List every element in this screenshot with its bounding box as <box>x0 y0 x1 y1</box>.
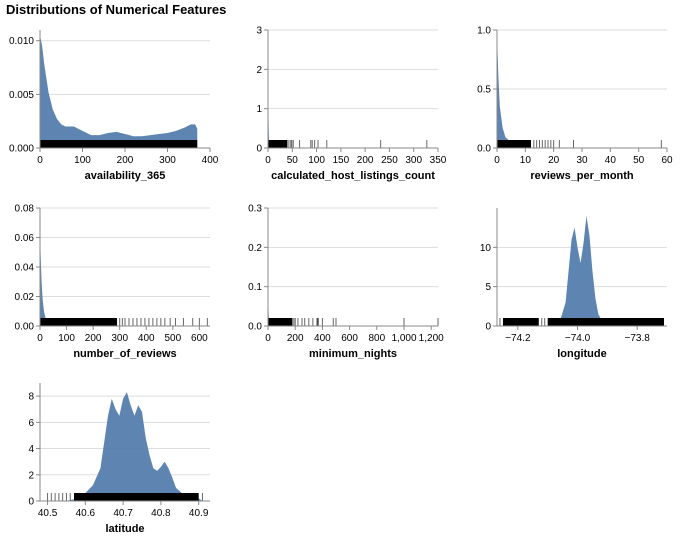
rug-band <box>268 140 288 148</box>
y-tick-label: 0.010 <box>9 36 34 47</box>
y-tick-label: 8 <box>28 392 34 403</box>
chart-panel: 0 2 4 6 8 40.5 40.6 40.7 40.8 40.9 latitude <box>28 383 210 535</box>
x-tick-label: 400 <box>138 333 155 344</box>
y-tick-label: 0.08 <box>15 204 35 215</box>
x-tick-label: 400 <box>202 155 219 166</box>
rug-band <box>497 140 531 148</box>
x-tick-label: 1,000 <box>391 333 416 344</box>
y-tick-label: 2 <box>28 470 34 481</box>
y-tick-label: 0.1 <box>248 282 262 293</box>
x-tick-label: 40.7 <box>113 508 133 519</box>
y-tick-label: 0.02 <box>15 292 35 303</box>
y-tick-label: 0 <box>256 144 262 155</box>
x-tick-label: −73.8 <box>625 333 651 344</box>
y-tick-label: 0.0 <box>477 144 491 155</box>
x-axis-title: longitude <box>557 348 607 360</box>
x-axis-title: reviews_per_month <box>530 170 634 182</box>
x-tick-label: 350 <box>430 155 447 166</box>
y-tick-label: 2 <box>256 65 262 76</box>
y-tick-label: 0.00 <box>15 322 35 333</box>
x-tick-label: −74.0 <box>565 333 591 344</box>
x-tick-label: 0 <box>265 333 271 344</box>
density-area <box>497 35 526 148</box>
y-tick-label: 0.005 <box>9 90 34 101</box>
x-tick-label: 200 <box>287 333 304 344</box>
density-area <box>66 392 203 501</box>
y-tick-label: 0.3 <box>248 204 262 215</box>
x-tick-label: 40.5 <box>38 508 58 519</box>
chart-panel: 0.0 0.5 1.0 0 10 20 30 40 50 60 reviews_per_month <box>477 26 673 183</box>
y-tick-label: 6 <box>28 418 34 429</box>
y-tick-label: 5 <box>485 282 491 293</box>
x-tick-label: 60 <box>661 155 673 166</box>
x-tick-label: 600 <box>191 333 208 344</box>
x-axis-title: number_of_reviews <box>73 348 176 360</box>
x-tick-label: 1,200 <box>419 333 444 344</box>
chart-panel: 0 5 10 −74.2 −74.0 −73.8 longitude <box>480 208 667 360</box>
x-axis-title: latitude <box>105 523 144 535</box>
y-tick-label: 0.2 <box>248 243 262 254</box>
x-axis-title: minimum_nights <box>309 348 397 360</box>
x-tick-label: 200 <box>117 155 134 166</box>
x-tick-label: 300 <box>159 155 176 166</box>
y-tick-label: 0.0 <box>248 322 262 333</box>
x-tick-label: 40.6 <box>76 508 96 519</box>
density-area <box>268 104 271 148</box>
x-tick-label: 500 <box>164 333 181 344</box>
x-tick-label: 400 <box>314 333 331 344</box>
y-tick-label: 0.000 <box>9 144 34 155</box>
y-tick-label: 1.0 <box>477 26 491 37</box>
x-tick-label: 10 <box>520 155 532 166</box>
x-tick-label: 200 <box>85 333 102 344</box>
x-tick-label: 100 <box>74 155 91 166</box>
x-tick-label: 100 <box>58 333 75 344</box>
x-axis-title: availability_365 <box>85 170 166 182</box>
chart-panel: 0 1 2 3 0 50 100 150 200 250 300 350 calculated_host… <box>256 26 446 183</box>
x-tick-label: 40 <box>605 155 617 166</box>
x-tick-label: 200 <box>357 155 374 166</box>
chart-panel: 0.0 0.1 0.2 0.3 0 200 400 600 800 1,000 1,200 minim… <box>248 204 444 361</box>
density-area <box>40 234 56 326</box>
x-tick-label: 50 <box>287 155 299 166</box>
chart-panel: 0.000 0.005 0.010 0 100 200 300 400 availability… <box>9 30 219 182</box>
rug-band <box>547 318 665 326</box>
x-tick-label: 0 <box>37 333 43 344</box>
y-tick-label: 0.06 <box>15 233 35 244</box>
x-tick-label: 800 <box>368 333 385 344</box>
density-area <box>547 215 665 326</box>
x-tick-label: 0 <box>494 155 500 166</box>
rug-band <box>40 318 118 326</box>
x-tick-label: 30 <box>576 155 588 166</box>
x-tick-label: 20 <box>548 155 560 166</box>
x-tick-label: 40.9 <box>189 508 209 519</box>
y-tick-label: 0 <box>28 497 34 508</box>
y-tick-label: 10 <box>480 243 492 254</box>
x-tick-label: 40.8 <box>151 508 171 519</box>
y-tick-label: 4 <box>28 444 34 455</box>
x-tick-label: 100 <box>308 155 325 166</box>
rug-band <box>268 318 293 326</box>
y-tick-label: 0.04 <box>15 263 35 274</box>
rug-band <box>74 493 199 501</box>
page-title: Distributions of Numerical Features <box>6 2 227 17</box>
y-tick-label: 0 <box>485 322 491 333</box>
x-tick-label: 50 <box>633 155 645 166</box>
x-tick-label: 600 <box>341 333 358 344</box>
y-tick-label: 3 <box>256 26 262 37</box>
x-tick-label: 150 <box>333 155 350 166</box>
x-tick-label: 0 <box>37 155 43 166</box>
chart-panel: 0.00 0.02 0.04 0.06 0.08 0 100 200 300 400 500 600 n… <box>15 204 210 360</box>
rug-band <box>502 318 539 326</box>
y-tick-label: 1 <box>256 104 262 115</box>
y-tick-label: 0.5 <box>477 85 491 96</box>
x-tick-label: 300 <box>405 155 422 166</box>
x-tick-label: −74.2 <box>505 333 531 344</box>
x-tick-label: 0 <box>265 155 271 166</box>
x-tick-label: 300 <box>111 333 128 344</box>
x-tick-label: 250 <box>381 155 398 166</box>
x-axis-title: calculated_host_listings_count <box>271 170 435 182</box>
rug-band <box>40 140 198 148</box>
density-area <box>40 35 198 148</box>
